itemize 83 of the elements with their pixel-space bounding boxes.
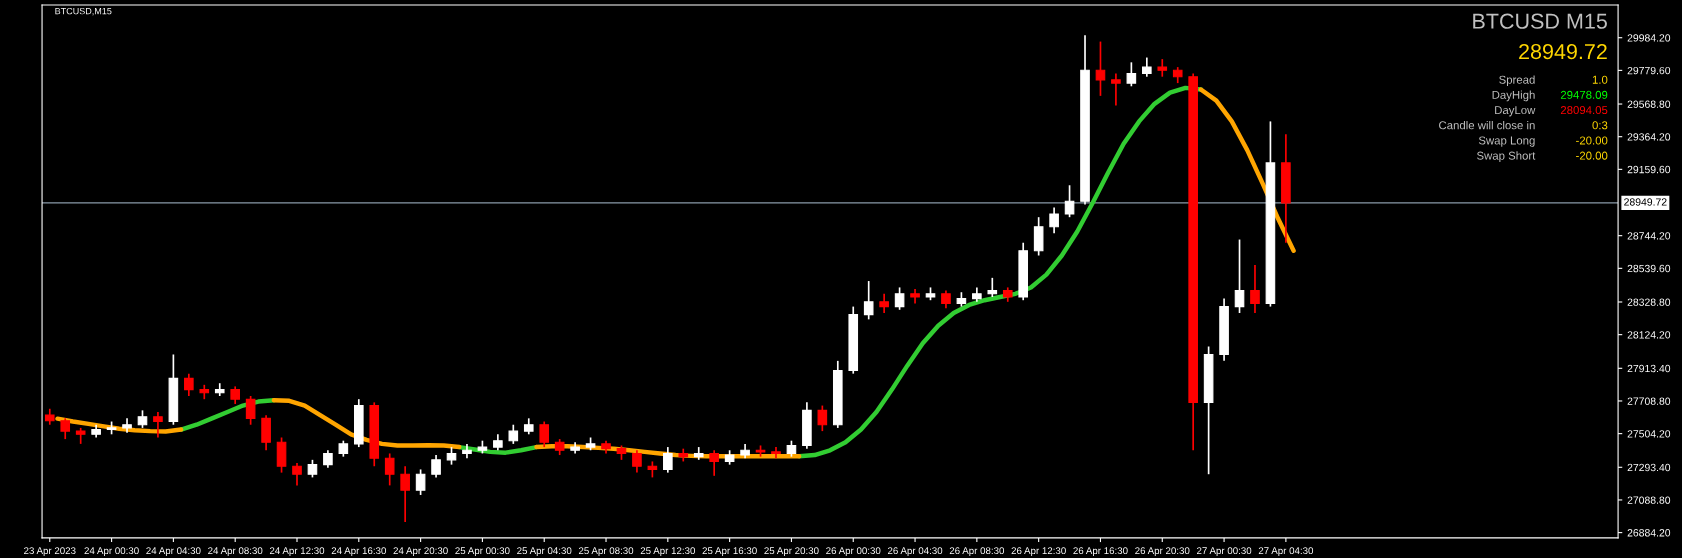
x-tick-label: 25 Apr 08:30 bbox=[578, 547, 634, 556]
y-tick-label: 29984.20 bbox=[1627, 34, 1671, 42]
candlestick bbox=[1126, 61, 1137, 88]
y-tick-label: 29364.20 bbox=[1627, 133, 1671, 141]
y-tick-label: 27708.80 bbox=[1627, 397, 1671, 405]
candlestick bbox=[1250, 264, 1260, 314]
candlestick bbox=[1142, 56, 1152, 78]
x-tick-label: 24 Apr 12:30 bbox=[269, 547, 325, 556]
annotation: -20.00 bbox=[1576, 136, 1608, 145]
y-tick-label: 28539.60 bbox=[1627, 264, 1671, 273]
x-tick-label: 24 Apr 04:30 bbox=[146, 547, 201, 556]
candlestick bbox=[987, 277, 998, 298]
candlestick bbox=[663, 446, 673, 474]
candlestick bbox=[1157, 58, 1168, 78]
candlestick bbox=[276, 436, 287, 474]
x-tick-label: 23 Apr 2023 bbox=[24, 547, 76, 556]
candlestick bbox=[1111, 72, 1121, 107]
y-tick-label: 27088.80 bbox=[1627, 496, 1671, 504]
x-tick-label: 24 Apr 16:30 bbox=[331, 547, 386, 556]
x-tick-label: 27 Apr 04:30 bbox=[1258, 547, 1314, 556]
candlestick bbox=[431, 454, 441, 479]
x-tick-label: 27 Apr 00:30 bbox=[1197, 547, 1252, 556]
y-tick-label: 28328.80 bbox=[1627, 298, 1671, 306]
annotation: BTCUSD M15 bbox=[1473, 13, 1607, 29]
candlestick bbox=[894, 286, 905, 311]
x-tick-label: 25 Apr 16:30 bbox=[702, 547, 757, 556]
x-tick-label: 26 Apr 00:30 bbox=[826, 547, 881, 556]
candlestick bbox=[709, 449, 719, 477]
y-tick-label: 29568.80 bbox=[1627, 100, 1671, 108]
x-tick-label: 26 Apr 04:30 bbox=[887, 547, 943, 556]
candlestick bbox=[415, 468, 426, 496]
x-tick-label: 24 Apr 08:30 bbox=[208, 547, 263, 556]
annotation: 28949.72 bbox=[1519, 43, 1607, 60]
y-tick-label: 26884.20 bbox=[1627, 529, 1671, 537]
candlestick bbox=[1033, 216, 1044, 257]
y-tick-label: 27293.40 bbox=[1627, 463, 1671, 472]
annotation: 0:3 bbox=[1592, 121, 1608, 130]
x-tick-label: 26 Apr 12:30 bbox=[1011, 547, 1066, 556]
candlestick bbox=[153, 411, 163, 439]
x-tick-label: 24 Apr 00:30 bbox=[84, 547, 139, 556]
annotation: 1.0 bbox=[1592, 75, 1608, 84]
y-tick-label: 27504.20 bbox=[1627, 430, 1671, 438]
annotation: -20.00 bbox=[1576, 151, 1608, 160]
candlestick bbox=[292, 462, 302, 487]
annotation: Swap Short bbox=[1476, 151, 1536, 162]
candlestick bbox=[508, 423, 519, 445]
y-tick-label: 29779.60 bbox=[1627, 66, 1671, 75]
candlestick bbox=[879, 292, 889, 314]
y-tick-label: 28744.20 bbox=[1627, 232, 1671, 240]
annotation: Spread bbox=[1499, 75, 1535, 86]
candlestick bbox=[817, 404, 828, 432]
annotation: Candle will close in bbox=[1439, 120, 1535, 130]
candlestick bbox=[863, 280, 874, 321]
annotation: 28094.05 bbox=[1560, 106, 1608, 115]
annotation: 29478.09 bbox=[1560, 90, 1608, 99]
candlestick bbox=[632, 449, 642, 474]
x-tick-label: 25 Apr 20:30 bbox=[764, 547, 819, 556]
y-tick-label: 29159.60 bbox=[1627, 165, 1671, 174]
x-tick-label: 24 Apr 20:30 bbox=[393, 547, 448, 556]
candlestick bbox=[60, 417, 71, 440]
y-tick-label: 27913.40 bbox=[1627, 364, 1671, 373]
annotation: DayHigh bbox=[1492, 90, 1535, 102]
y-tick-label: 28124.20 bbox=[1627, 331, 1671, 339]
candlestick bbox=[184, 372, 194, 397]
candlestick bbox=[539, 420, 550, 448]
annotation: DayLow bbox=[1495, 106, 1536, 117]
candlestick bbox=[261, 414, 271, 452]
candlestick bbox=[1095, 40, 1106, 97]
candlestick bbox=[1064, 184, 1075, 219]
chart-title: BTCUSD,M15 bbox=[55, 7, 112, 16]
x-tick-label: 25 Apr 12:30 bbox=[640, 547, 696, 556]
candlestick bbox=[1234, 238, 1245, 314]
x-tick-label: 26 Apr 16:30 bbox=[1073, 547, 1128, 556]
ref-line-label: 28949.72 bbox=[1624, 198, 1667, 206]
x-tick-label: 26 Apr 08:30 bbox=[949, 547, 1005, 556]
candlestick bbox=[384, 452, 395, 487]
candlestick bbox=[400, 465, 410, 523]
x-tick-label: 25 Apr 04:30 bbox=[517, 547, 572, 556]
x-tick-label: 26 Apr 20:30 bbox=[1135, 547, 1190, 556]
annotation: Swap Long bbox=[1478, 136, 1535, 147]
candlestick bbox=[245, 395, 256, 426]
x-tick-label: 25 Apr 00:30 bbox=[455, 547, 510, 556]
candlestick bbox=[1049, 206, 1059, 234]
